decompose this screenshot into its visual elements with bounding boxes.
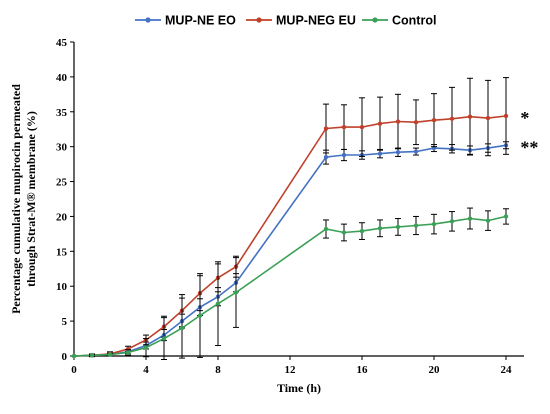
data-point — [377, 151, 383, 156]
data-point — [395, 224, 401, 230]
data-point — [71, 353, 77, 359]
y-axis-title-line: through Strat-M® membrane (%) — [24, 111, 38, 287]
y-tick-label: 15 — [56, 246, 68, 258]
data-point — [449, 116, 455, 121]
x-tick-label: 0 — [71, 364, 77, 376]
y-tick-label: 40 — [56, 72, 68, 84]
y-tick-label: 5 — [62, 316, 68, 328]
x-tick-label: 20 — [429, 364, 441, 376]
annotation-layer: *** — [520, 108, 538, 157]
legend-item: Control — [362, 14, 436, 28]
data-point — [485, 115, 491, 121]
y-tick-label: 10 — [56, 281, 68, 293]
data-point — [323, 126, 329, 131]
data-point — [485, 218, 491, 223]
y-tick-label: 20 — [56, 211, 68, 223]
x-tick-label: 12 — [285, 364, 297, 376]
y-tick-label: 0 — [62, 351, 68, 363]
series-2 — [71, 77, 509, 359]
series-1 — [71, 141, 509, 359]
x-tick-label: 16 — [357, 364, 369, 376]
data-point — [395, 150, 401, 155]
data-point — [413, 223, 419, 228]
data-point — [143, 345, 149, 350]
legend-swatch-marker — [372, 17, 378, 23]
data-point — [125, 350, 131, 355]
series-line — [73, 215, 507, 357]
data-point — [89, 353, 95, 358]
data-point — [341, 230, 347, 235]
data-point — [413, 120, 419, 125]
data-point — [377, 121, 383, 126]
y-axis-title: Percentage cumulative mupirocin permeate… — [9, 84, 38, 314]
y-tick-label: 35 — [56, 107, 68, 119]
data-point — [161, 336, 167, 341]
data-point — [503, 113, 509, 119]
data-point — [395, 119, 401, 124]
series-line — [73, 115, 507, 357]
data-point — [467, 216, 473, 221]
legend-item: MUP-NE EO — [135, 14, 236, 28]
data-point — [197, 313, 203, 318]
data-point — [215, 301, 221, 306]
data-point — [323, 226, 329, 232]
data-point — [233, 290, 239, 295]
legend-label: MUP-NE EO — [165, 14, 236, 28]
legend-swatch-marker — [145, 17, 151, 23]
data-point — [359, 228, 365, 234]
legend-item: MUP-NEG EU — [246, 14, 356, 28]
legend: MUP-NE EO MUP-NEG EU Control — [135, 14, 436, 28]
legend-label: Control — [392, 14, 436, 28]
series-3 — [71, 207, 509, 360]
x-tick-label: 8 — [215, 364, 221, 376]
series-line — [73, 144, 507, 357]
data-point — [467, 114, 473, 119]
x-tick-label: 24 — [501, 364, 513, 376]
data-point — [179, 325, 185, 331]
data-point — [413, 149, 419, 154]
legend-label: MUP-NEG EU — [276, 14, 356, 28]
x-tick-label: 4 — [143, 364, 149, 376]
data-point — [503, 214, 509, 219]
legend-swatch-marker — [256, 17, 262, 23]
data-point — [377, 226, 383, 231]
data-point — [341, 124, 347, 130]
significance-label: * — [520, 108, 529, 128]
data-point — [449, 219, 455, 224]
x-axis-title: Time (h) — [277, 381, 321, 395]
data-point — [341, 152, 347, 158]
data-point — [323, 154, 329, 160]
data-point — [431, 221, 437, 227]
y-axis-title-line: Percentage cumulative mupirocin permeate… — [9, 84, 23, 314]
y-tick-label: 30 — [56, 142, 68, 154]
y-tick-label: 45 — [56, 37, 68, 49]
axes: 0 4 8 12 16 20 24 0 5 10 15 20 25 30 35 40 45 Time (h) Per… — [9, 37, 524, 395]
y-tick-label: 25 — [56, 177, 68, 189]
series-layer — [71, 77, 509, 360]
significance-label: ** — [520, 137, 538, 157]
data-point — [359, 124, 365, 130]
data-point — [107, 352, 113, 357]
data-point — [431, 117, 437, 123]
